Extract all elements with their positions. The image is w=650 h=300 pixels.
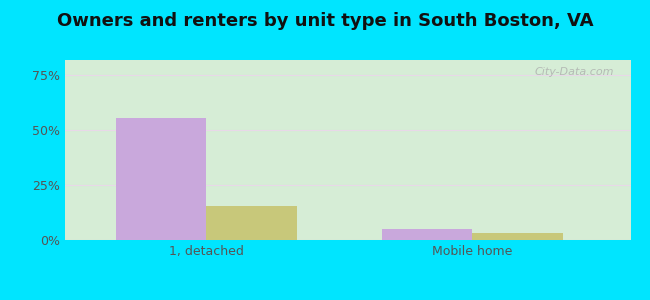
Legend: Owner occupied units, Renter occupied units: Owner occupied units, Renter occupied un… <box>171 297 525 300</box>
Text: Owners and renters by unit type in South Boston, VA: Owners and renters by unit type in South… <box>57 12 593 30</box>
Bar <box>116 118 207 240</box>
Bar <box>472 233 563 240</box>
Bar <box>207 206 297 240</box>
Bar <box>382 229 472 240</box>
Text: City-Data.com: City-Data.com <box>534 67 614 77</box>
